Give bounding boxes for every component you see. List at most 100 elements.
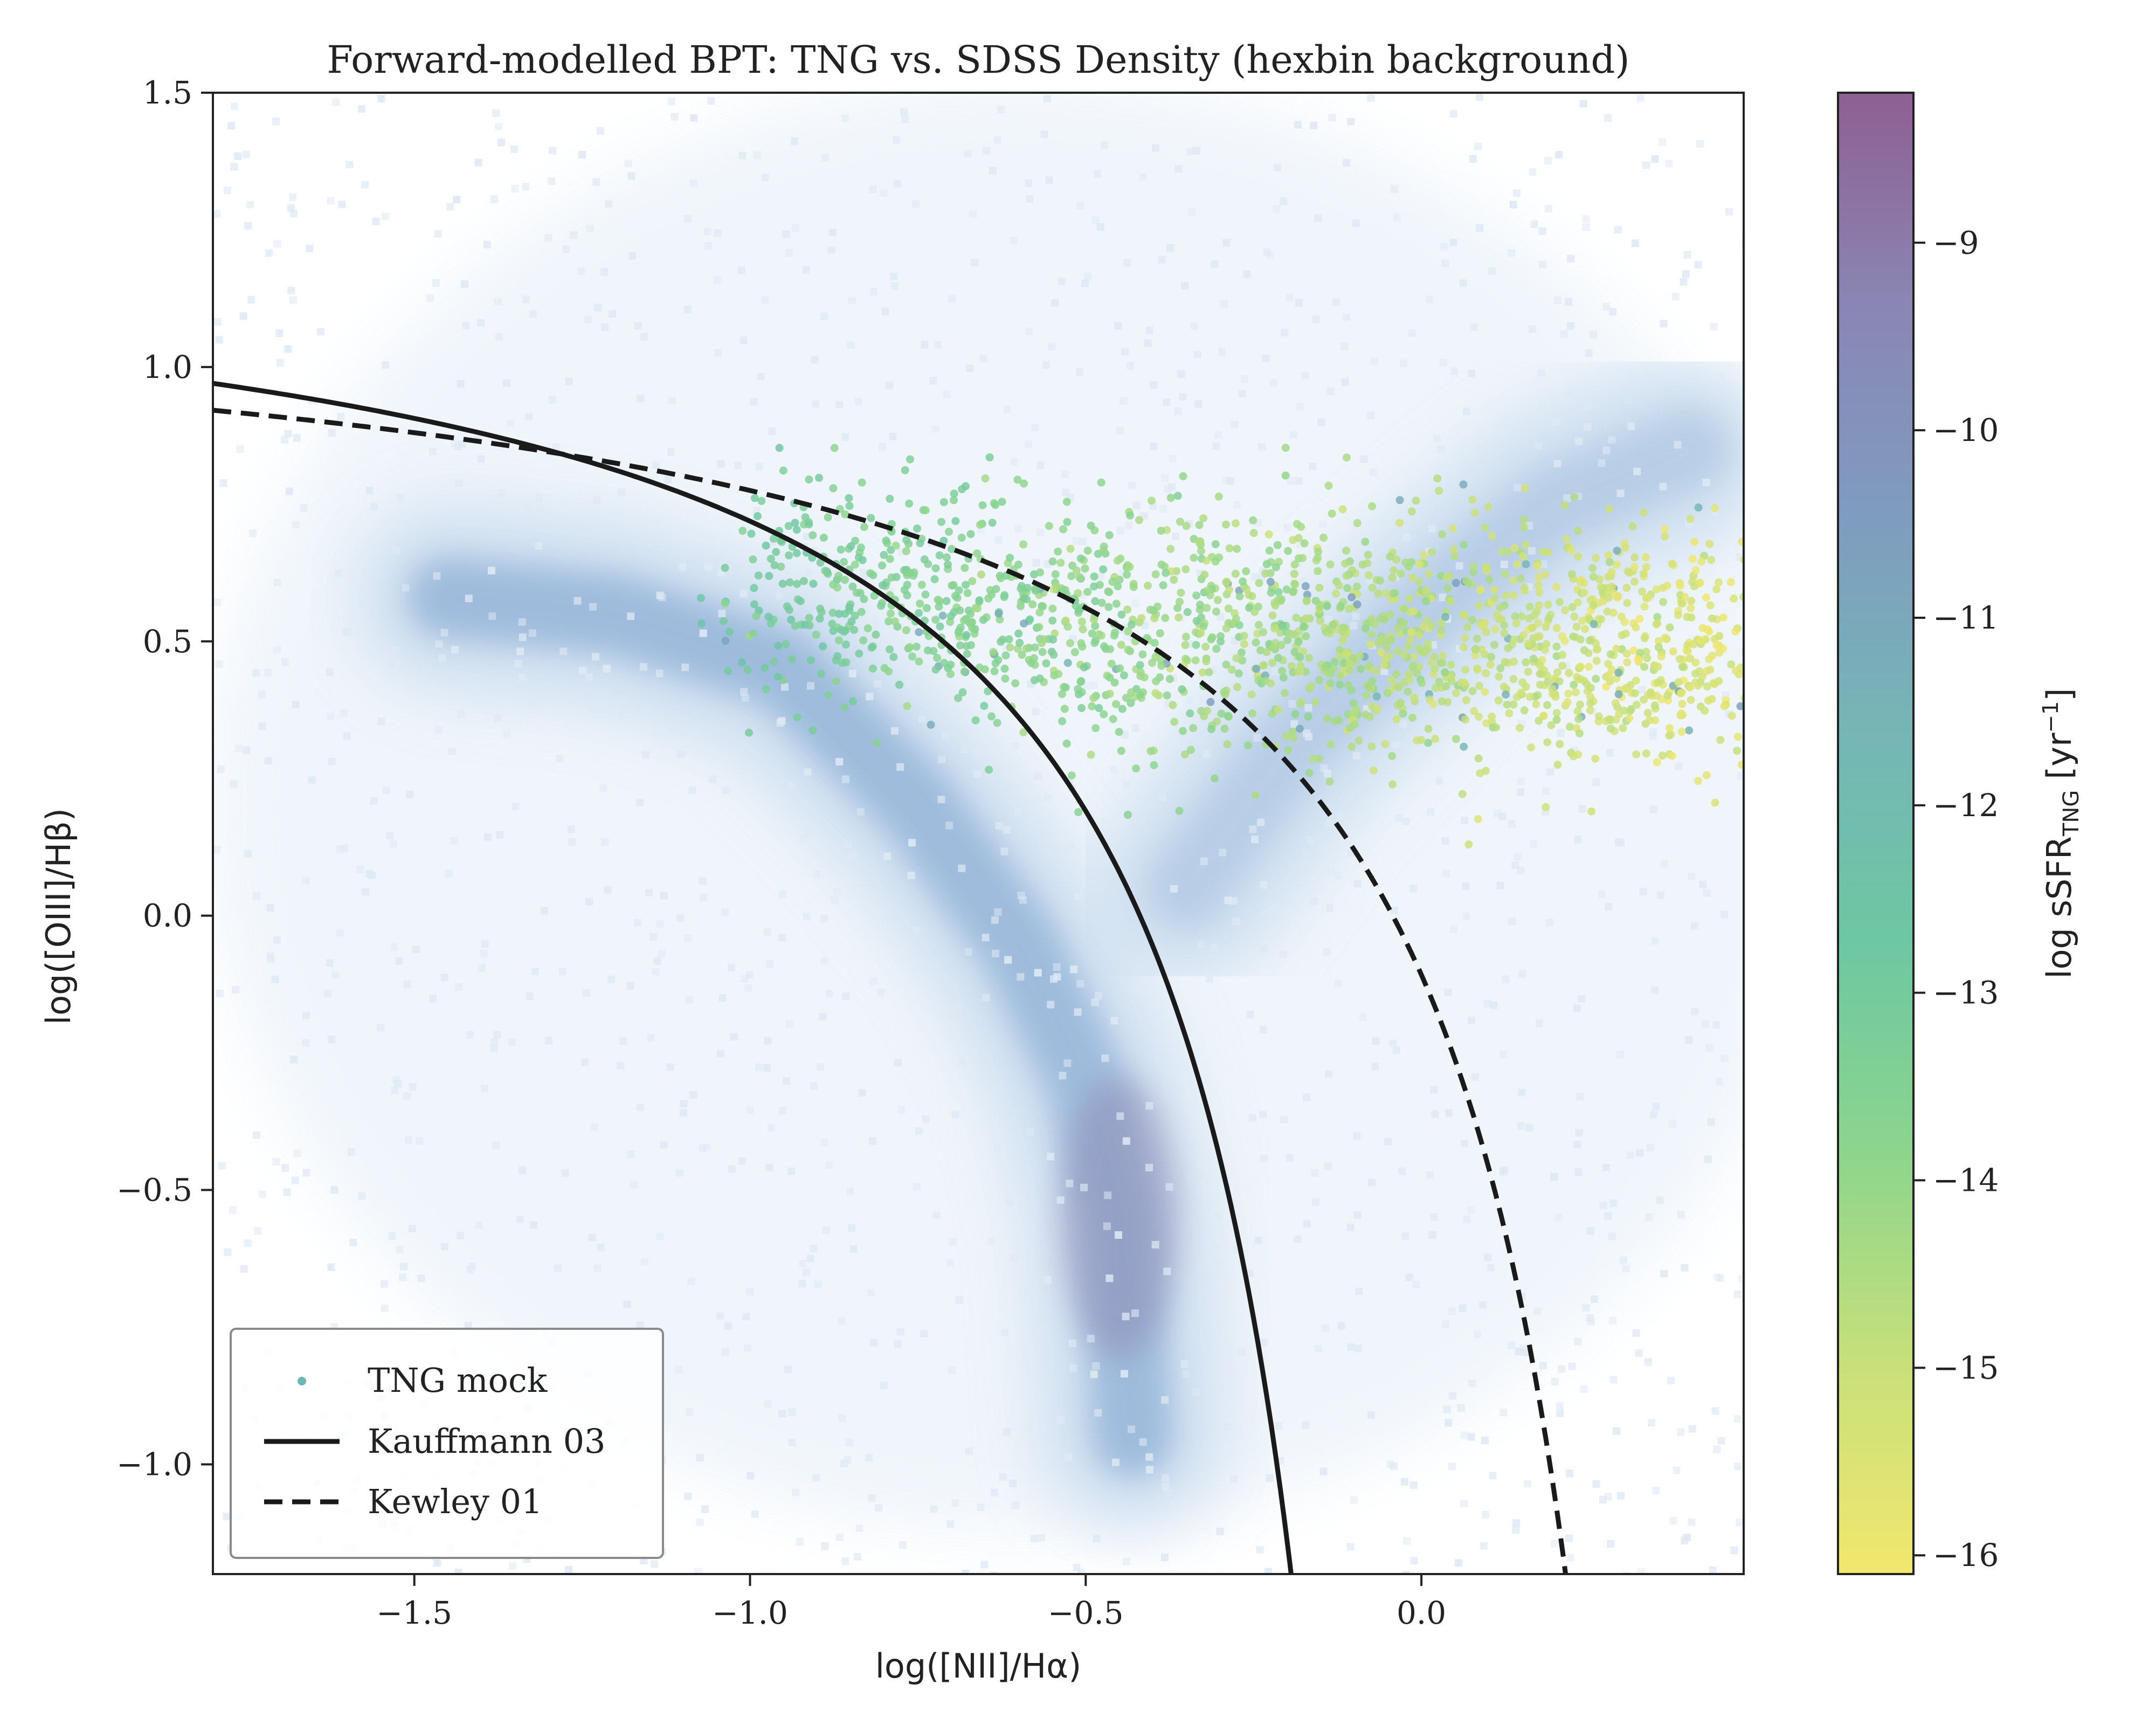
hexbin-cell	[1120, 397, 1128, 405]
tng-mock-point	[1419, 623, 1427, 631]
hexbin-cell	[1312, 1198, 1320, 1206]
tng-mock-point	[1405, 594, 1414, 603]
hexbin-cell	[395, 957, 403, 965]
hexbin-cell	[585, 673, 593, 681]
tng-mock-point	[1170, 576, 1178, 584]
tng-mock-point	[1397, 569, 1405, 578]
tng-mock-point	[937, 518, 945, 526]
hexbin-cell	[835, 1533, 844, 1541]
hexbin-cell	[812, 400, 820, 408]
hexbin-cell	[1683, 251, 1691, 259]
tng-mock-point	[1409, 652, 1418, 661]
tng-mock-point	[852, 589, 861, 597]
tng-mock-point	[1640, 663, 1648, 671]
tng-mock-point	[1203, 707, 1211, 715]
hexbin-cell	[1651, 937, 1659, 945]
tng-mock-point	[1407, 628, 1415, 637]
tng-mock-point	[991, 501, 1000, 509]
hexbin-cell	[1352, 612, 1360, 620]
tng-mock-point	[857, 608, 866, 616]
tng-mock-point	[1207, 725, 1215, 734]
hexbin-cell	[548, 396, 556, 404]
hexbin-cell	[1607, 1540, 1615, 1548]
hexbin-cell	[1259, 1026, 1267, 1034]
tng-mock-point	[1281, 471, 1290, 480]
tng-mock-point	[1522, 560, 1530, 569]
tng-mock-point	[1233, 544, 1241, 553]
hexbin-cell	[1529, 325, 1537, 333]
hexbin-cell	[1649, 550, 1657, 558]
hexbin-cell	[1467, 1433, 1475, 1441]
hexbin-cell	[997, 106, 1005, 114]
hexbin-cell	[1326, 388, 1335, 396]
tng-mock-point	[1183, 608, 1192, 616]
hexbin-cell	[1489, 1472, 1497, 1480]
tng-mock-point	[1381, 654, 1390, 663]
hexbin-cell	[1117, 527, 1125, 535]
hexbin-cell	[458, 440, 466, 448]
hexbin-cell	[562, 245, 570, 253]
hexbin-cell	[1443, 1405, 1451, 1413]
hexbin-cell	[409, 1083, 417, 1091]
tng-mock-point	[1524, 639, 1532, 648]
tng-mock-point	[1439, 651, 1447, 660]
tng-mock-point	[1461, 665, 1470, 674]
hexbin-cell	[676, 750, 685, 758]
tng-mock-point	[1435, 678, 1443, 686]
tng-mock-point	[956, 606, 964, 615]
tng-mock-point	[1587, 807, 1596, 816]
tng-mock-point	[997, 637, 1005, 646]
hexbin-cell	[1622, 1265, 1630, 1273]
tng-mock-point	[1126, 511, 1135, 520]
hexbin-cell	[1125, 521, 1133, 529]
tng-mock-point	[835, 610, 844, 618]
tng-mock-point	[1540, 570, 1549, 579]
tng-mock-point	[1189, 724, 1198, 733]
hexbin-cell	[877, 989, 885, 997]
hexbin-cell	[840, 1460, 848, 1468]
tng-mock-point	[1743, 605, 1744, 607]
hexbin-cell	[765, 1163, 773, 1171]
hexbin-cell	[1642, 161, 1650, 169]
hexbin-cell	[1598, 459, 1606, 467]
hexbin-cell	[867, 1289, 875, 1297]
hexbin-cell	[1528, 547, 1536, 555]
hexbin-cell	[1244, 662, 1252, 670]
tng-mock-point	[1502, 691, 1510, 699]
hexbin-cell	[240, 1265, 248, 1273]
hexbin-cell	[1031, 424, 1039, 432]
hexbin-cell	[552, 443, 560, 451]
hexbin-cell	[1737, 772, 1744, 780]
hexbin-cell	[1010, 1254, 1018, 1262]
tng-mock-point	[1660, 525, 1669, 533]
tng-mock-point	[1573, 707, 1582, 715]
tng-mock-point	[1544, 548, 1552, 557]
hexbin-cell	[740, 590, 748, 598]
tng-mock-point	[1683, 612, 1691, 621]
hexbin-cell	[556, 755, 564, 763]
tng-mock-point	[1197, 547, 1205, 555]
hexbin-cell	[1590, 580, 1598, 588]
tng-mock-point	[1337, 602, 1345, 610]
tng-mock-point	[884, 617, 893, 626]
hexbin-cell	[535, 542, 543, 550]
tng-mock-point	[916, 539, 924, 548]
hexbin-cell	[1337, 1322, 1345, 1330]
hexbin-cell	[1350, 622, 1358, 630]
hexbin-cell	[636, 798, 644, 806]
tng-mock-point	[1495, 672, 1503, 681]
hexbin-cell	[404, 1136, 412, 1144]
tng-mock-point	[1038, 648, 1047, 657]
hexbin-cell	[982, 934, 990, 942]
hexbin-cell	[519, 674, 527, 682]
tng-mock-point	[1199, 514, 1207, 522]
tng-mock-point	[724, 667, 733, 675]
hexbin-cell	[330, 1186, 338, 1194]
hexbin-cell	[1460, 1140, 1468, 1148]
hexbin-cell	[454, 479, 462, 487]
hexbin-cell	[609, 310, 617, 318]
hexbin-cell	[1400, 1478, 1408, 1486]
hexbin-cell	[1457, 1404, 1465, 1412]
hexbin-cell	[358, 1192, 366, 1200]
tng-mock-point	[753, 512, 762, 520]
